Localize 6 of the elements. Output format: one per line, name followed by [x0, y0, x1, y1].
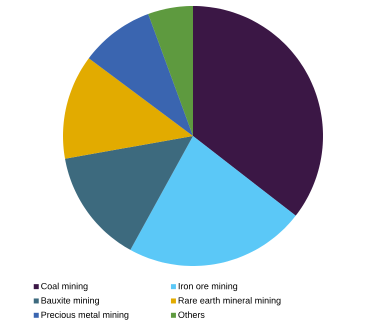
legend-label: Precious metal mining — [41, 311, 128, 320]
legend-label: Rare earth mineral mining — [178, 297, 280, 306]
legend-label: Others — [178, 311, 205, 318]
legend-label: Iron ore mining — [178, 282, 238, 292]
legend-label: Coal mining — [41, 282, 88, 292]
legend-label: Bauxite mining — [41, 297, 99, 306]
